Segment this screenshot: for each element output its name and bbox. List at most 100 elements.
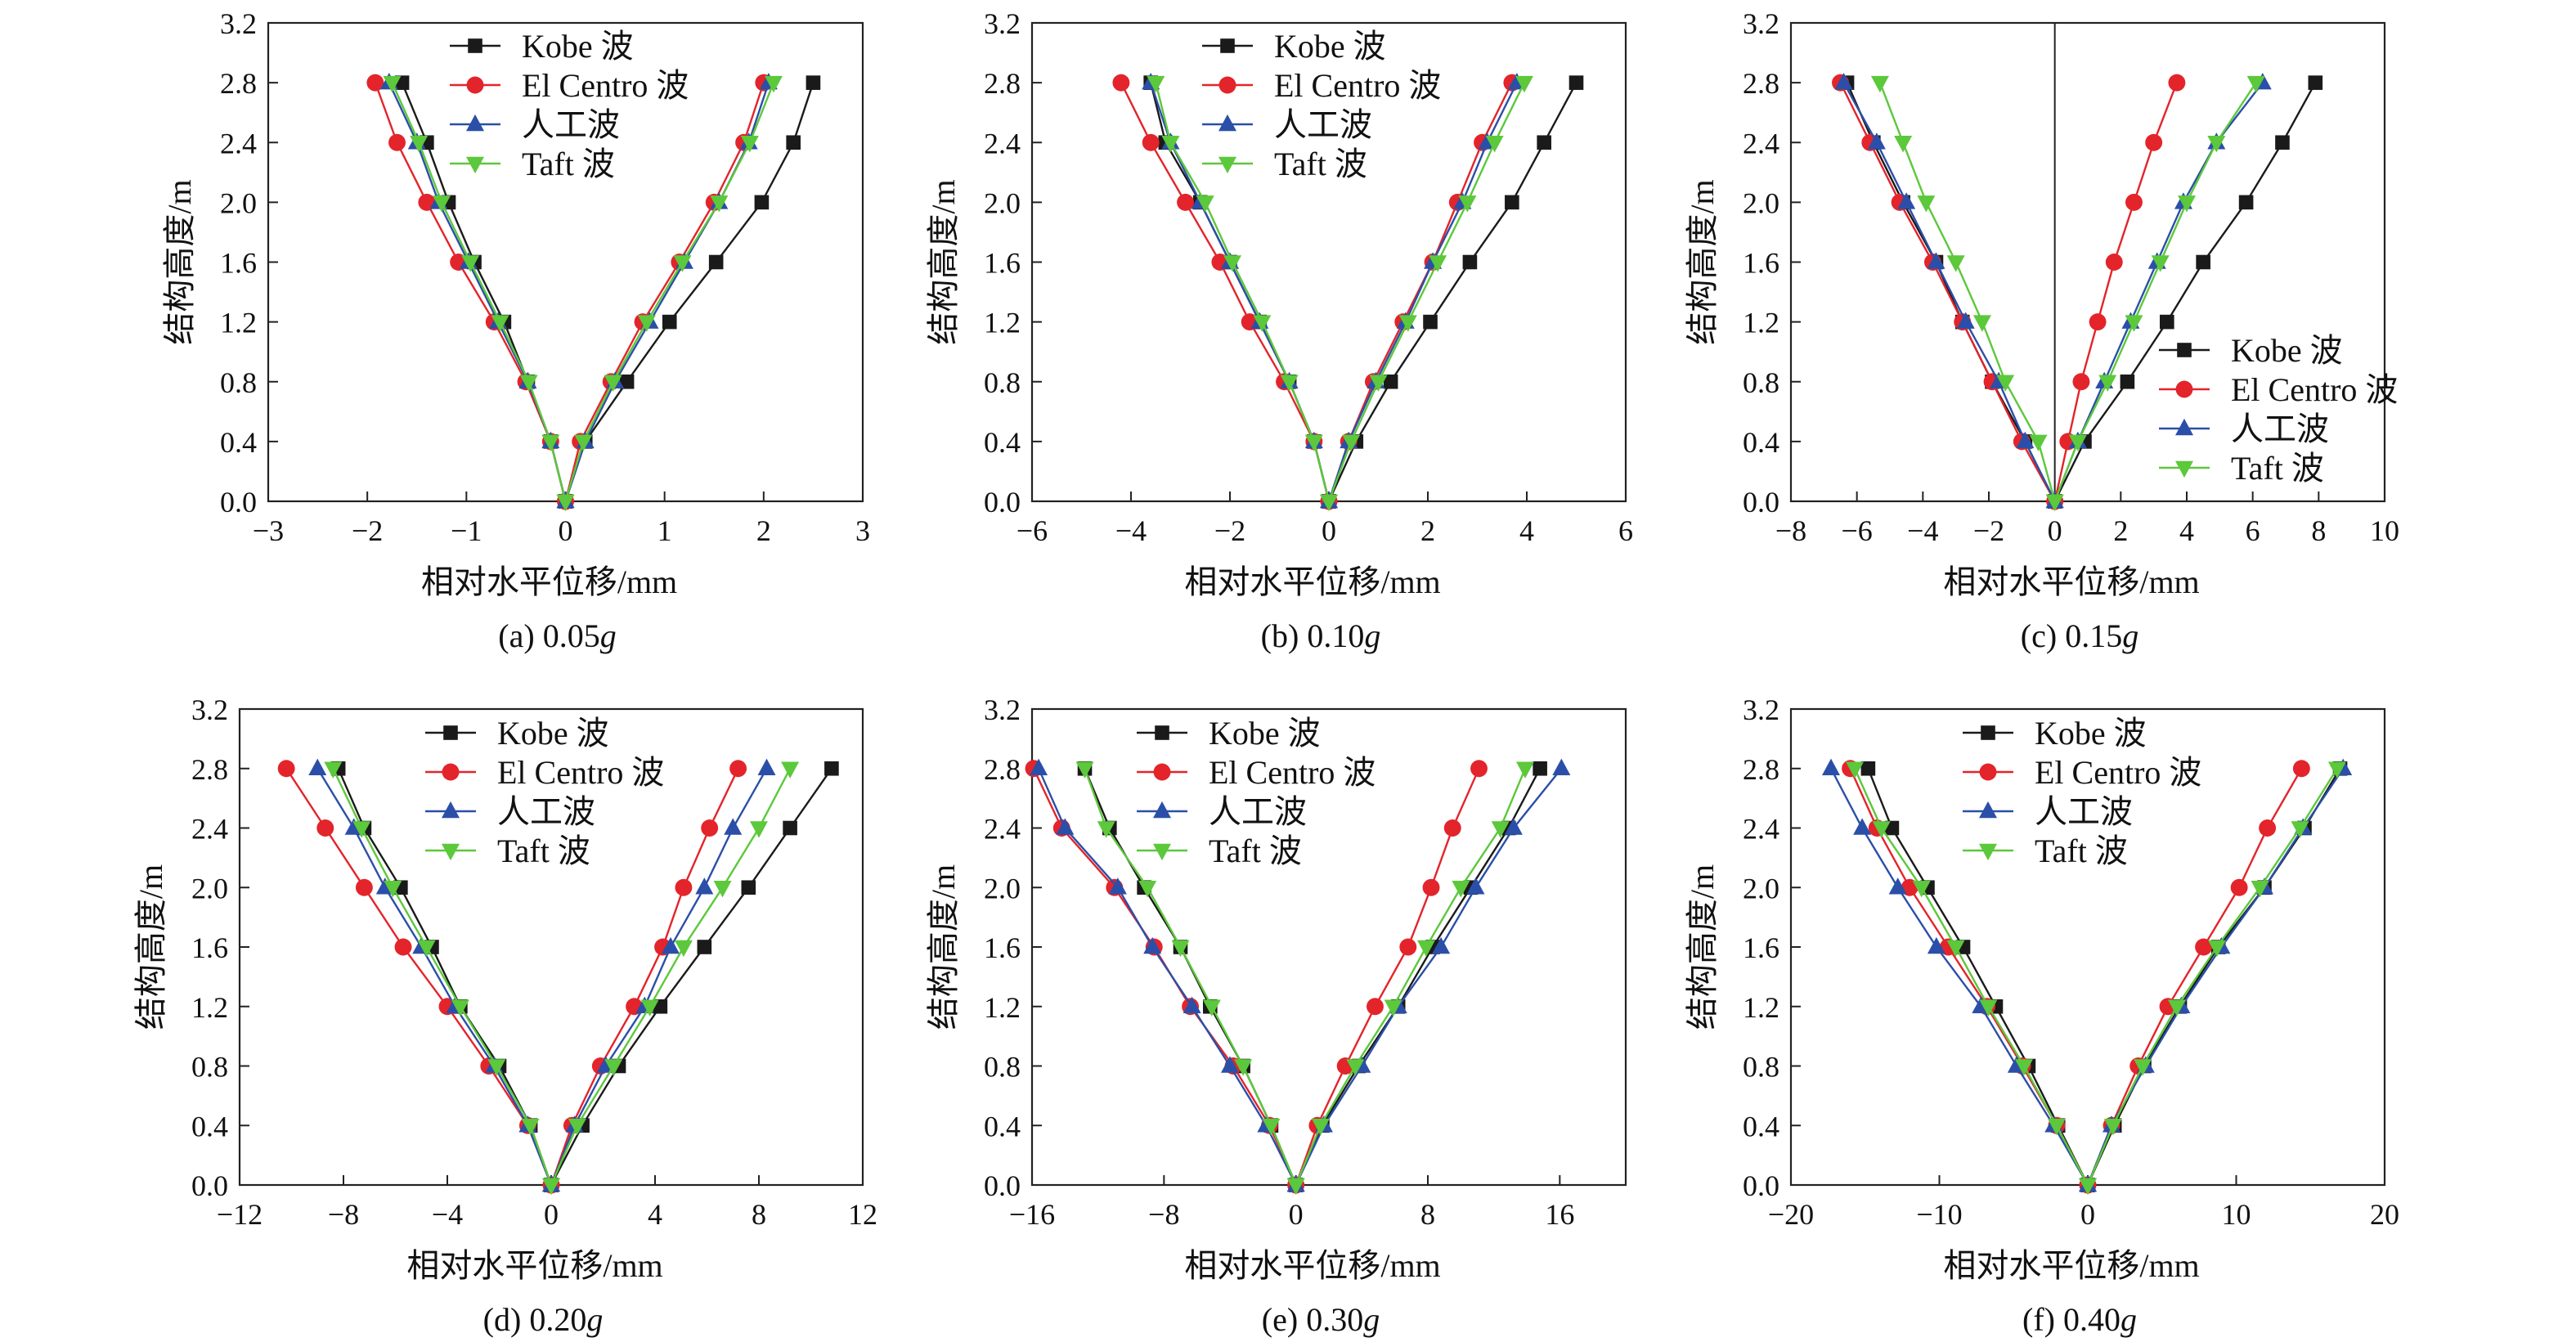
series-line-left	[316, 768, 553, 1186]
data-point	[1452, 881, 1470, 898]
x-tick-label: −1	[451, 514, 482, 547]
y-tick-label: 2.4	[191, 813, 228, 846]
x-axis-label: 相对水平位移/mm	[1943, 563, 2199, 600]
data-point	[662, 314, 677, 330]
data-point	[1234, 1059, 1253, 1076]
legend-marker	[2175, 418, 2193, 436]
legend-marker	[1979, 763, 1997, 781]
y-tick-label: 2.4	[984, 813, 1021, 846]
legend-marker	[442, 763, 460, 781]
data-point	[1075, 761, 1094, 779]
legend-marker	[1218, 76, 1236, 94]
data-point	[1872, 821, 1891, 838]
legend-marker	[2177, 343, 2192, 357]
data-point	[383, 75, 402, 93]
series-line-right	[564, 82, 815, 502]
x-tick-label: 6	[2246, 514, 2260, 547]
series-line-left	[1842, 82, 2056, 502]
y-tick-label: 2.8	[220, 67, 257, 100]
series-line-left	[1878, 82, 2056, 502]
x-tick-label: 8	[1420, 1198, 1435, 1231]
x-tick-label: 4	[1519, 514, 1534, 547]
y-tick-label: 2.8	[191, 753, 228, 786]
data-point	[2125, 193, 2143, 211]
y-tick-label: 1.6	[1743, 931, 1779, 964]
legend-marker	[2175, 460, 2193, 478]
data-point	[487, 1059, 506, 1076]
data-point	[1097, 821, 1115, 838]
series-line-right	[1327, 82, 1518, 502]
y-tick-label: 2.8	[1743, 753, 1779, 786]
x-tick-label: −8	[1148, 1198, 1179, 1231]
data-point	[1972, 315, 1991, 332]
data-point	[1466, 877, 1485, 895]
data-point	[824, 761, 839, 776]
data-point	[568, 1119, 586, 1136]
data-point	[1504, 818, 1523, 835]
data-point	[1171, 940, 1190, 958]
data-point	[1491, 821, 1510, 838]
data-point	[695, 877, 714, 895]
series-line-right	[1327, 82, 1526, 502]
data-point	[1568, 75, 1584, 90]
y-tick-label: 1.2	[1743, 991, 1779, 1024]
legend-marker	[442, 843, 460, 861]
data-point	[1505, 195, 1519, 210]
x-tick-label: 8	[752, 1198, 766, 1231]
legend-label: El Centro 波	[497, 754, 664, 791]
caption-unit: g	[2120, 1301, 2137, 1338]
y-tick-label: 3.2	[1743, 693, 1779, 726]
data-point	[1311, 1119, 1330, 1136]
chart-panel-4: −12 −8 −4 0 4 8 12 0.0 0.4 0.8 1.2 1.6 2.0 2.4 2.8 3.2 相…	[132, 693, 877, 1338]
y-tick-label: 2.8	[984, 753, 1021, 786]
series-line-left	[1155, 82, 1331, 502]
data-point	[1443, 819, 1461, 837]
x-tick-label: 0	[544, 1198, 559, 1231]
data-point	[2045, 494, 2064, 512]
y-tick-label: 3.2	[220, 7, 257, 40]
chart-panel-2: −6 −4 −2 0 2 4 6 0.0 0.4 0.8 1.2 1.6 2.0 2.4 2.8 3.2 相对水…	[925, 7, 1633, 654]
y-tick-label: 0.8	[191, 1051, 228, 1084]
data-point	[1383, 374, 1398, 389]
data-point	[394, 938, 412, 956]
data-point	[2103, 1119, 2122, 1136]
data-point	[637, 315, 656, 332]
y-axis-label: 结构高度/m	[132, 864, 169, 1030]
series-line-right	[564, 82, 775, 502]
y-tick-label: 0.8	[984, 366, 1021, 399]
data-point	[1470, 760, 1488, 778]
y-tick-label: 1.6	[984, 247, 1021, 280]
legend-label: El Centro 波	[2231, 371, 2398, 408]
data-point	[519, 375, 538, 392]
x-tick-label: 0	[559, 514, 573, 547]
x-tick-label: 2	[756, 514, 771, 547]
data-point	[2151, 255, 2170, 272]
data-point	[1917, 195, 1936, 213]
data-point	[1423, 314, 1438, 330]
data-point	[1867, 132, 1886, 150]
series-line-right	[2086, 768, 2338, 1186]
y-tick-label: 2.0	[1743, 872, 1779, 904]
y-tick-label: 3.2	[1743, 7, 1779, 40]
data-point	[754, 195, 770, 210]
series-line-right	[1327, 82, 1577, 502]
data-point	[2105, 254, 2123, 271]
data-point	[2120, 374, 2135, 389]
y-tick-label: 0.0	[984, 1169, 1021, 1202]
data-point	[1369, 375, 1388, 392]
legend-label: 人工波	[2035, 793, 2133, 830]
y-tick-label: 3.2	[984, 7, 1021, 40]
x-tick-label: −6	[1016, 514, 1048, 547]
y-tick-label: 0.8	[1743, 1051, 1779, 1084]
data-point	[2079, 1178, 2097, 1196]
y-tick-label: 3.2	[191, 693, 228, 726]
data-point	[710, 195, 729, 213]
y-tick-label: 3.2	[984, 693, 1021, 726]
data-point	[388, 133, 406, 151]
x-tick-label: −2	[1214, 514, 1245, 547]
data-point	[2098, 375, 2117, 392]
legend-label: Kobe 波	[2035, 715, 2147, 752]
data-point	[1384, 999, 1402, 1017]
x-axis-label: 相对水平位移/mm	[406, 1247, 662, 1284]
data-point	[1537, 135, 1551, 150]
